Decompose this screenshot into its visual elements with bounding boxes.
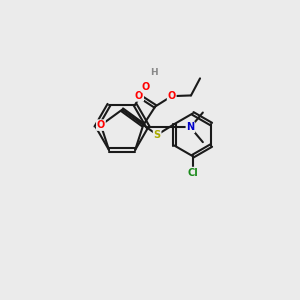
Text: O: O — [135, 91, 143, 101]
Text: Cl: Cl — [188, 167, 198, 178]
Text: O: O — [168, 91, 176, 101]
Text: S: S — [154, 130, 161, 140]
Text: N: N — [186, 122, 194, 132]
Text: H: H — [150, 68, 158, 77]
Text: O: O — [97, 120, 105, 130]
Text: O: O — [141, 82, 150, 92]
